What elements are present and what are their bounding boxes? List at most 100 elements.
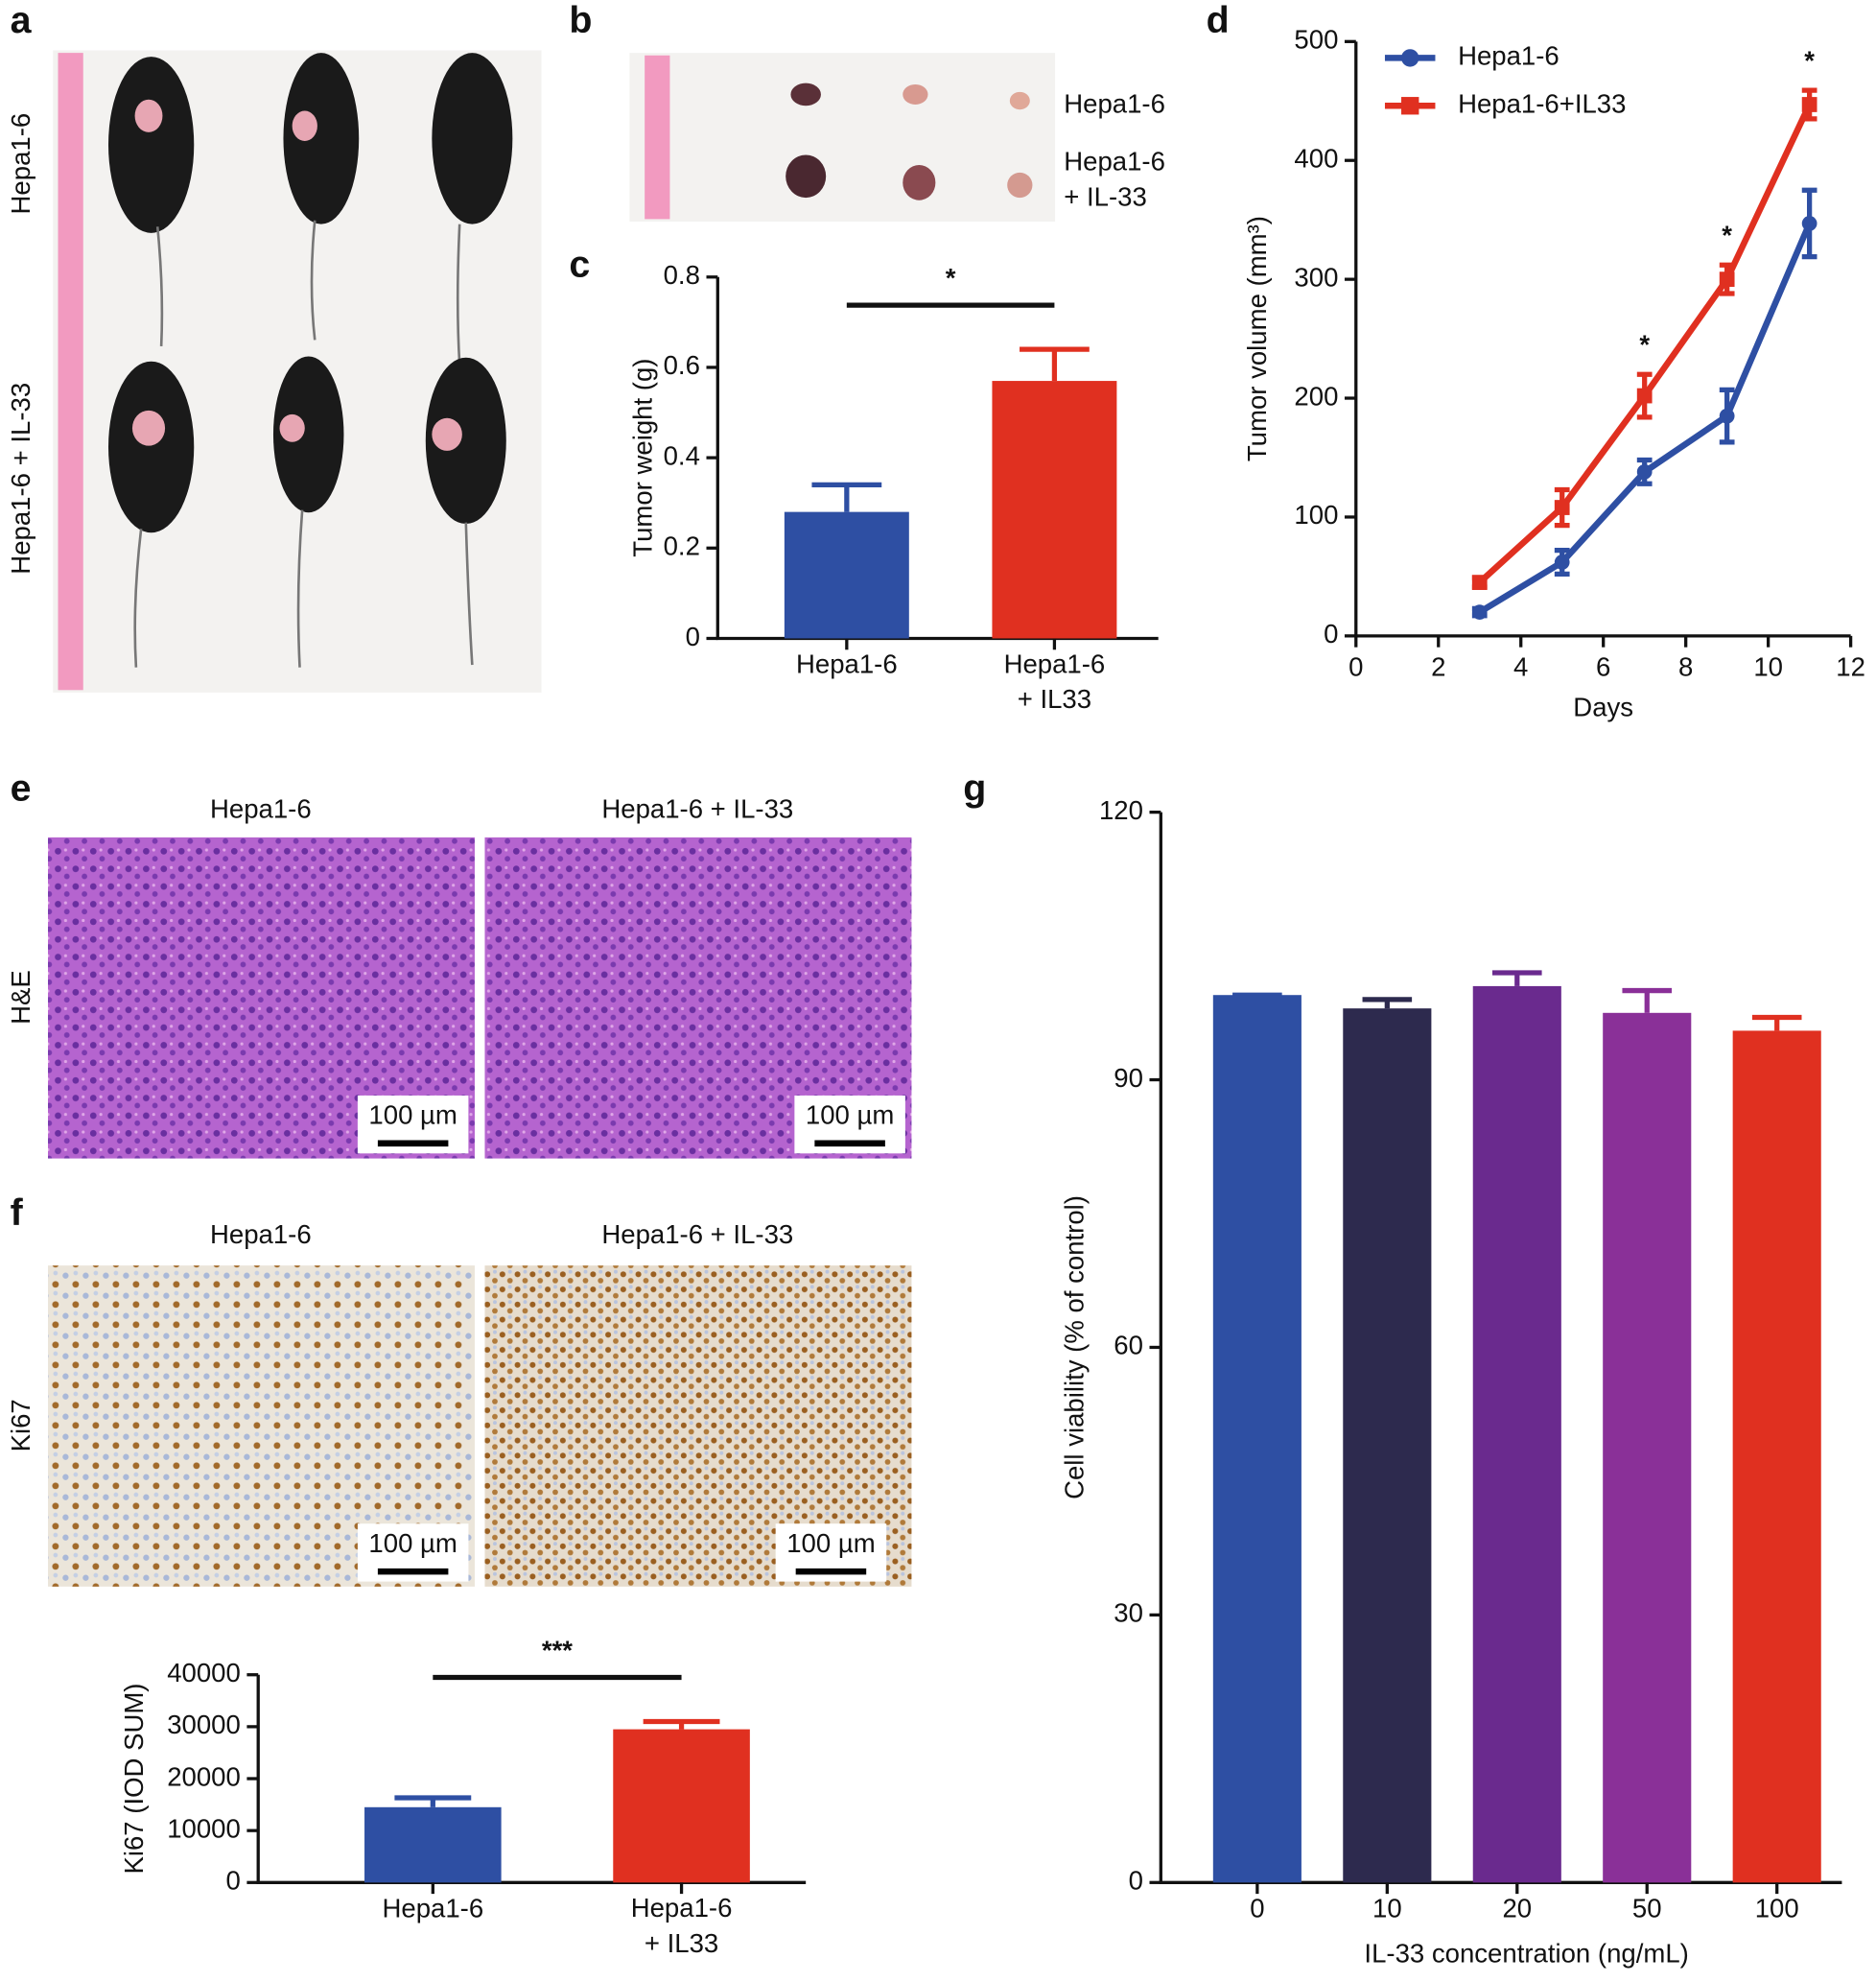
x-tick-label: 4: [1513, 651, 1528, 681]
scale-label: 100 µm: [368, 1100, 457, 1130]
x-tick-label: Hepa1-6 + IL33: [631, 1893, 733, 1958]
significance: *: [946, 263, 956, 293]
y-tick-label: 90: [1114, 1063, 1143, 1093]
y-tick-label: 0.4: [664, 440, 700, 470]
y-tick-label: 120: [1099, 795, 1143, 825]
column-title: Hepa1-6: [210, 794, 312, 824]
y-axis-label: Ki67 (IOD SUM): [119, 1684, 149, 1875]
legend-marker: [1401, 97, 1419, 115]
point: [1554, 554, 1570, 570]
ruler: [58, 53, 83, 691]
point: [1719, 271, 1735, 288]
photo: [629, 53, 1056, 223]
x-axis-label: IL-33 concentration (ng/mL): [1364, 1939, 1688, 1969]
x-tick-label: 8: [1678, 651, 1693, 681]
y-tick-label: 60: [1114, 1331, 1143, 1360]
bar: [1343, 1008, 1432, 1883]
x-tick-label: 12: [1836, 651, 1865, 681]
x-tick-label: 50: [1632, 1893, 1662, 1923]
column-title: Hepa1-6 + IL-33: [601, 794, 793, 824]
y-tick-label: 0.8: [664, 260, 700, 290]
y-tick-label: 20000: [167, 1761, 241, 1791]
significance: *: [1722, 221, 1732, 250]
y-axis-label: Cell viability (% of control): [1060, 1195, 1090, 1499]
x-tick-label: 100: [1755, 1893, 1799, 1923]
y-tick-label: 200: [1294, 381, 1338, 411]
legend-label: Hepa1-6+IL33: [1458, 89, 1626, 119]
bar: [364, 1806, 502, 1883]
point: [1636, 388, 1653, 404]
panel-label: a: [11, 0, 33, 41]
panel-label: c: [569, 244, 590, 286]
row-label: Ki67: [6, 1399, 35, 1451]
tumor-samples: [786, 83, 1033, 201]
panel-label: f: [11, 1192, 24, 1234]
x-tick-label: 10: [1372, 1893, 1402, 1923]
y-tick-label: 300: [1294, 262, 1338, 292]
y-tick-label: 0: [1129, 1866, 1143, 1896]
x-tick-label: 20: [1502, 1893, 1532, 1923]
x-tick-label: 6: [1596, 651, 1610, 681]
bar: [613, 1729, 750, 1883]
row-label: Hepa1-6: [1064, 89, 1165, 119]
row-label: Hepa1-6 + IL-33: [1064, 147, 1165, 212]
x-tick-label: Hepa1-6 + IL33: [1004, 649, 1106, 715]
row-label: Hepa1-6 + IL-33: [6, 383, 35, 575]
point: [1801, 216, 1817, 231]
bar: [1212, 995, 1301, 1883]
y-axis-label: Tumor weight (g): [627, 359, 657, 557]
x-tick-label: Hepa1-6: [382, 1893, 483, 1923]
bar: [784, 511, 909, 639]
point: [1471, 604, 1488, 620]
mice: [108, 53, 513, 668]
panel-label: g: [963, 767, 986, 810]
y-tick-label: 10000: [167, 1813, 241, 1843]
row-label: H&E: [6, 970, 35, 1025]
y-axis-label: Tumor volume (mm³): [1242, 216, 1272, 461]
x-tick-label: 10: [1753, 651, 1783, 681]
x-tick-label: 0: [1348, 651, 1363, 681]
y-tick-label: 0: [226, 1866, 241, 1896]
panel-label: d: [1207, 0, 1230, 41]
point: [1719, 408, 1735, 424]
legend-label: Hepa1-6: [1458, 41, 1559, 71]
scale-label: 100 µm: [368, 1528, 457, 1558]
x-tick-label: 0: [1250, 1893, 1264, 1923]
significance: *: [1639, 330, 1650, 360]
bar: [1732, 1030, 1821, 1883]
significance: ***: [542, 1636, 573, 1665]
y-tick-label: 0.2: [664, 531, 700, 561]
y-tick-label: 30000: [167, 1710, 241, 1739]
row-label: Hepa1-6: [6, 113, 35, 215]
legend-marker: [1401, 49, 1419, 67]
y-tick-label: 0: [1324, 619, 1338, 649]
point: [1554, 500, 1570, 515]
bar: [1603, 1012, 1692, 1883]
ruler: [645, 55, 670, 220]
point: [1636, 463, 1653, 480]
point: [1801, 97, 1817, 112]
bar: [1472, 985, 1561, 1883]
point: [1471, 575, 1488, 590]
column-title: Hepa1-6 + IL-33: [601, 1219, 793, 1249]
y-tick-label: 40000: [167, 1658, 241, 1687]
scale-label: 100 µm: [786, 1528, 875, 1558]
x-tick-label: Hepa1-6: [796, 649, 898, 679]
panel-label: b: [569, 0, 592, 41]
scale-label: 100 µm: [806, 1100, 894, 1130]
y-tick-label: 500: [1294, 25, 1338, 55]
bar: [992, 381, 1117, 639]
y-tick-label: 0: [686, 622, 700, 651]
y-tick-label: 100: [1294, 500, 1338, 530]
y-tick-label: 30: [1114, 1598, 1143, 1628]
axes: [1354, 41, 1851, 638]
y-tick-label: 0.6: [664, 350, 700, 380]
tumors: [131, 99, 462, 451]
y-tick-label: 400: [1294, 144, 1338, 174]
panel-label: e: [11, 767, 32, 810]
x-axis-label: Days: [1573, 692, 1633, 721]
x-tick-label: 2: [1431, 651, 1445, 681]
column-title: Hepa1-6: [210, 1219, 312, 1249]
